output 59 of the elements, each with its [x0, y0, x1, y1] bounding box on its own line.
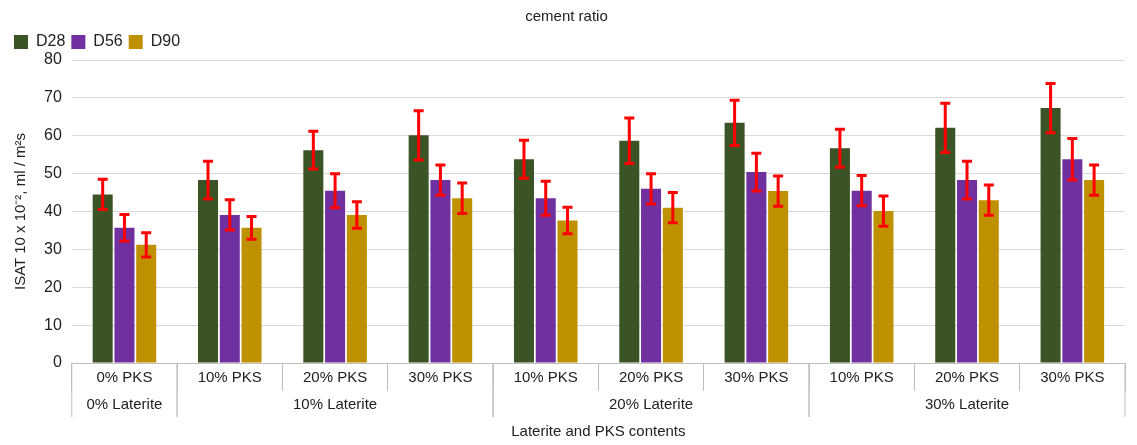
bar	[430, 180, 451, 363]
x-tick-label: 30% PKS	[1040, 368, 1105, 386]
bar	[535, 198, 556, 363]
y-tick-label: 50	[44, 164, 62, 182]
bar	[1084, 180, 1105, 363]
bar	[768, 191, 789, 363]
y-tick-label: 20	[44, 277, 62, 295]
text: 20% Laterite	[608, 395, 694, 413]
y-tick-label: 80	[44, 50, 62, 68]
bar	[219, 214, 240, 363]
x-tick-label: 20% PKS	[934, 368, 1000, 386]
x-tick-label: 10% PKS	[513, 368, 578, 386]
bar	[198, 180, 219, 363]
bar	[325, 190, 346, 363]
x-tick-label: 30% PKS	[724, 368, 789, 386]
x-tick-label: 0% PKS	[96, 368, 153, 386]
x-tick-label: 10% PKS	[197, 368, 262, 386]
y-tick-label: 0	[52, 353, 62, 371]
chart-title: cement ratio	[525, 7, 608, 25]
bar	[978, 200, 999, 363]
bar	[1040, 108, 1061, 363]
bar	[114, 227, 135, 363]
bar	[513, 159, 534, 363]
bar	[92, 194, 113, 363]
bar	[408, 135, 429, 363]
text: 10% Laterite	[292, 395, 378, 413]
bar	[557, 220, 578, 363]
bar	[851, 190, 872, 363]
bar	[241, 227, 262, 363]
bar	[452, 198, 473, 363]
y-tick-label: 70	[44, 88, 62, 106]
bar	[641, 188, 662, 363]
y-tick-label: 30	[44, 239, 62, 257]
bar	[1062, 159, 1083, 363]
x-axis-title: Laterite and PKS contents	[511, 422, 686, 440]
bar	[873, 211, 894, 363]
legend-label: D56	[93, 32, 123, 50]
text: 30% Laterite	[924, 395, 1010, 413]
x-tick-label: 30% PKS	[408, 368, 473, 386]
x-tick-label: 10% PKS	[829, 368, 894, 386]
bar	[746, 172, 767, 363]
bar	[935, 127, 956, 363]
text: 0% Laterite	[86, 395, 163, 413]
y-tick-label: 60	[44, 126, 62, 144]
bar	[724, 122, 745, 363]
x-tick-label: 20% PKS	[618, 368, 684, 386]
legend-label: D28	[36, 32, 66, 50]
bar	[829, 148, 850, 363]
y-tick-label: 40	[44, 201, 62, 219]
bar	[136, 244, 157, 363]
bar	[303, 150, 324, 363]
y-axis-title: ISAT 10 x 10⁻², ml / m²s	[11, 133, 29, 290]
bar	[957, 180, 978, 363]
x-tick-label: 20% PKS	[302, 368, 368, 386]
y-tick-label: 10	[44, 315, 62, 333]
bar	[346, 214, 367, 363]
bar	[662, 207, 683, 363]
bar	[619, 140, 640, 363]
legend-label: D90	[150, 32, 181, 50]
